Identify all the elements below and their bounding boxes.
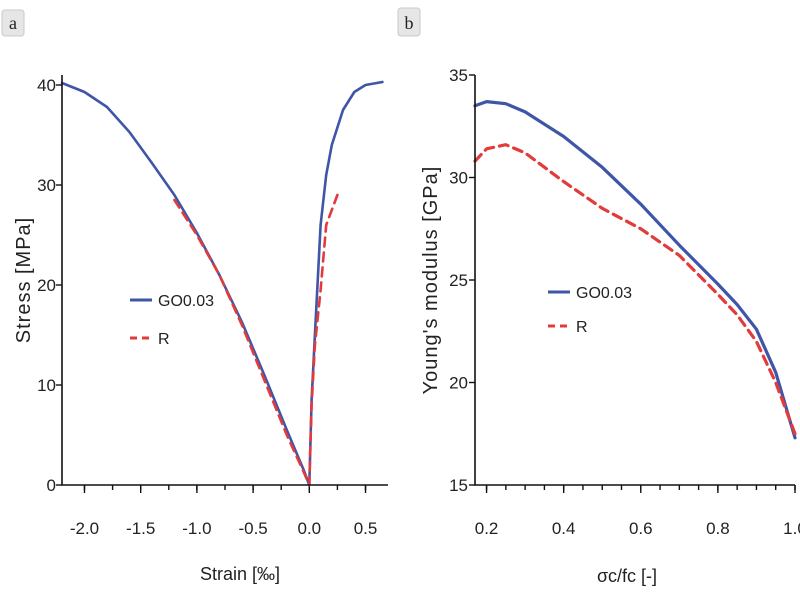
panel-b-tag-box: [397, 7, 421, 37]
chart-a-x-tick-label: -2.0: [70, 519, 99, 538]
chart-b-x-axis-title: σc/fc [-]: [597, 566, 657, 586]
chart-a-x-tick-label: 0.5: [354, 519, 378, 538]
chart-a-y-axis-title: Stress [MPa]: [13, 217, 35, 343]
chart-b-tick-labels: 15 20 25 30 35 0.2 0.4 0.6 0.8 1.0: [449, 66, 800, 538]
panel-a-tag-box: [1, 9, 25, 37]
chart-b-series-go: [473, 99, 797, 440]
chart-b-ticks: [469, 74, 796, 493]
chart-a-y-tick-label: 0: [47, 476, 56, 495]
chart-a-legend: GO0.03 R: [130, 293, 214, 348]
chart-a-x-tick-label: -1.0: [182, 519, 211, 538]
chart-b-y-axis-title: Young's modulus [GPa]: [420, 166, 442, 395]
chart-a-x-tick-label: -0.5: [238, 519, 267, 538]
panel-a-label: a: [9, 13, 17, 33]
chart-a-tick-labels: 0 10 20 30 40 -2.0 -1.5 -1.0 -0.5 0.0 0.5: [37, 76, 377, 538]
chart-a-x-tick-label: -1.5: [126, 519, 155, 538]
panel-b-tag: b: [397, 7, 421, 37]
chart-b-axes: [474, 75, 795, 486]
chart-a-series: [60, 80, 384, 487]
chart-b-y-tick-label: 25: [449, 271, 468, 290]
panel-a-tag: a: [1, 9, 25, 37]
chart-a-series-r: [173, 193, 339, 487]
chart-a-axes: [61, 75, 388, 486]
chart-a-x-tick-label: 0.0: [297, 519, 321, 538]
chart-b-y-tick-label: 35: [449, 66, 468, 85]
chart-b-legend-label-go: GO0.03: [576, 285, 632, 302]
panel-b-label: b: [405, 13, 414, 33]
chart-a-stress-strain: 0 10 20 30 40 -2.0 -1.5 -1.0 -0.5 0.0 0.5 Strain […: [13, 75, 388, 584]
chart-b-legend: GO0.03 R: [548, 285, 632, 336]
chart-b-y-tick-label: 30: [449, 169, 468, 188]
chart-b-x-tick-label: 0.4: [552, 519, 576, 538]
chart-b-x-tick-label: 0.6: [629, 519, 653, 538]
chart-b-y-tick-label: 20: [449, 374, 468, 393]
chart-a-ticks: [56, 84, 367, 493]
chart-a-x-axis-title: Strain [‰]: [200, 564, 280, 584]
chart-b-x-tick-label: 0.8: [706, 519, 730, 538]
chart-b-legend-label-r: R: [576, 319, 588, 336]
chart-a-y-tick-label: 10: [37, 376, 56, 395]
chart-b-y-tick-label: 15: [449, 476, 468, 495]
chart-a-y-tick-label: 40: [37, 76, 56, 95]
chart-a-y-tick-label: 20: [37, 276, 56, 295]
chart-b-x-tick-label: 0.2: [475, 519, 499, 538]
chart-b-youngs-modulus: 15 20 25 30 35 0.2 0.4 0.6 0.8 1.0 σc/fc [-] Youn…: [420, 66, 800, 586]
chart-b-series: [473, 99, 797, 440]
chart-a-legend-label-r: R: [158, 331, 170, 348]
chart-b-x-tick-label: 1.0: [783, 519, 800, 538]
chart-a-legend-label-go: GO0.03: [158, 293, 214, 310]
chart-a-y-tick-label: 30: [37, 176, 56, 195]
chart-b-series-r: [473, 143, 797, 436]
